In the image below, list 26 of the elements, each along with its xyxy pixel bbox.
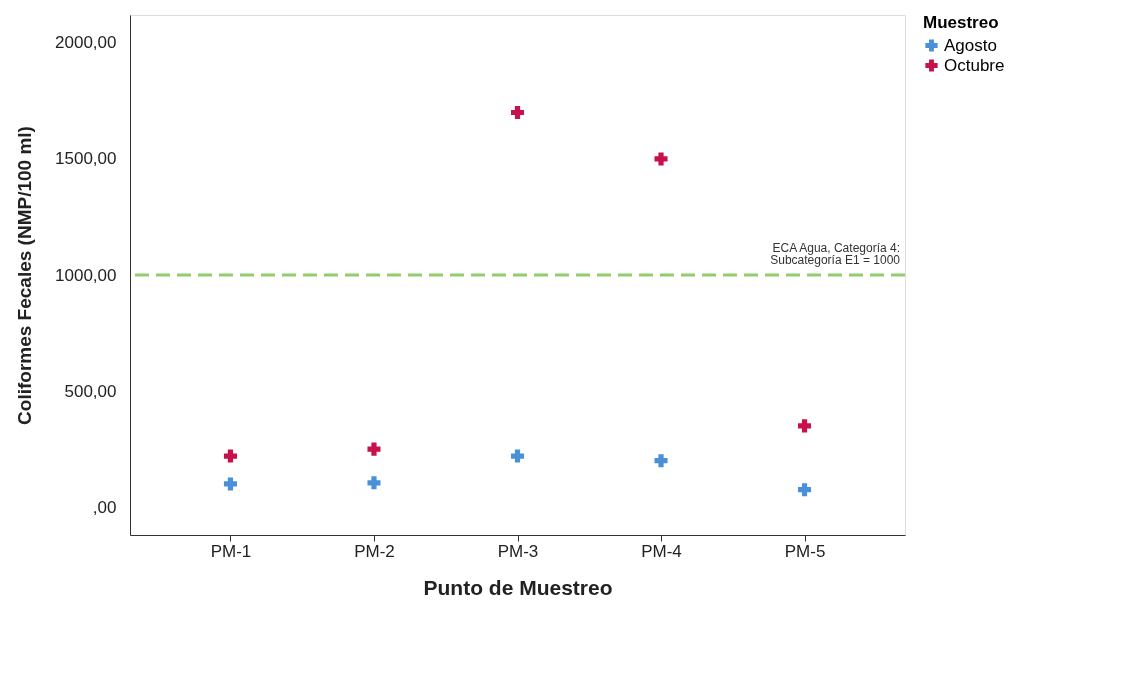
x-tick-label: PM-3 — [497, 541, 539, 561]
point — [798, 483, 812, 497]
x-axis-title: Punto de Muestreo — [423, 575, 613, 599]
y-axis-title: Coliformes Fecales (NMP/100 ml) — [14, 126, 36, 425]
point — [798, 419, 812, 433]
y-tick-label: ,00 — [92, 497, 117, 517]
y-tick-label: 1500,00 — [55, 149, 117, 169]
x-tick-label: PM-5 — [784, 541, 826, 561]
y-tick-label: 500,00 — [64, 381, 117, 401]
ref-line-label: ECA Agua, Categoría 4: Subcategoría E1 = 1000 — [770, 241, 901, 267]
legend-title: Muestreo — [923, 13, 999, 32]
y-tick-label: 1000,00 — [55, 265, 117, 285]
point — [367, 442, 381, 456]
y-tick-label: 2000,00 — [55, 33, 117, 53]
point — [510, 449, 525, 463]
legend-label: Octubre — [944, 55, 1005, 75]
point — [510, 105, 525, 120]
point — [223, 449, 237, 463]
x-tick-label: PM-1 — [210, 541, 252, 561]
point — [367, 476, 381, 490]
point — [654, 152, 668, 166]
x-tick-label: PM-4 — [641, 541, 682, 561]
x-tick-label: PM-2 — [354, 541, 395, 561]
legend-label: Agosto — [944, 35, 997, 55]
point — [223, 477, 237, 491]
point — [654, 454, 668, 468]
